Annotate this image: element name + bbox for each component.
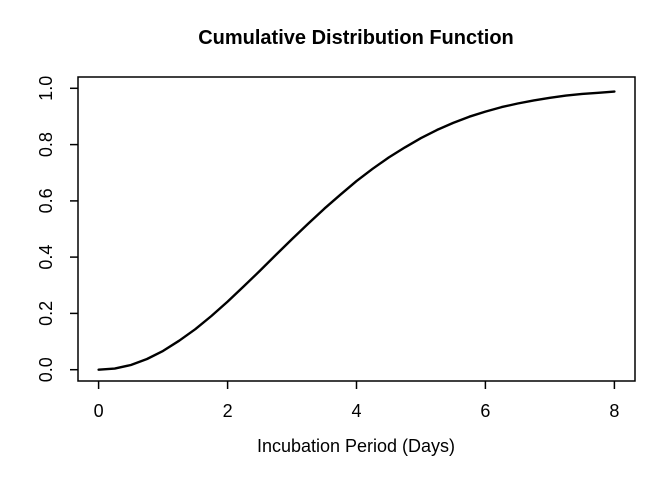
y-tick-label: 0.0 <box>36 357 56 382</box>
y-tick-label: 0.2 <box>36 301 56 326</box>
chart-title: Cumulative Distribution Function <box>198 27 514 49</box>
x-tick-label: 6 <box>480 401 490 421</box>
y-tick-label: 0.4 <box>36 245 56 270</box>
y-axis: 0.0 0.2 0.4 0.6 0.8 1.0 <box>36 76 78 382</box>
cdf-curve <box>97 90 616 371</box>
x-tick-label: 4 <box>351 401 361 421</box>
y-tick-label: 0.8 <box>36 132 56 157</box>
y-tick-label: 0.6 <box>36 188 56 213</box>
y-tick-label: 1.0 <box>36 76 56 101</box>
plot-box <box>77 76 636 382</box>
x-axis-label: Incubation Period (Days) <box>257 436 455 456</box>
x-tick-label: 0 <box>94 401 104 421</box>
x-tick-label: 2 <box>223 401 233 421</box>
x-axis: 0 2 4 6 8 <box>94 381 619 421</box>
x-tick-label: 8 <box>609 401 619 421</box>
